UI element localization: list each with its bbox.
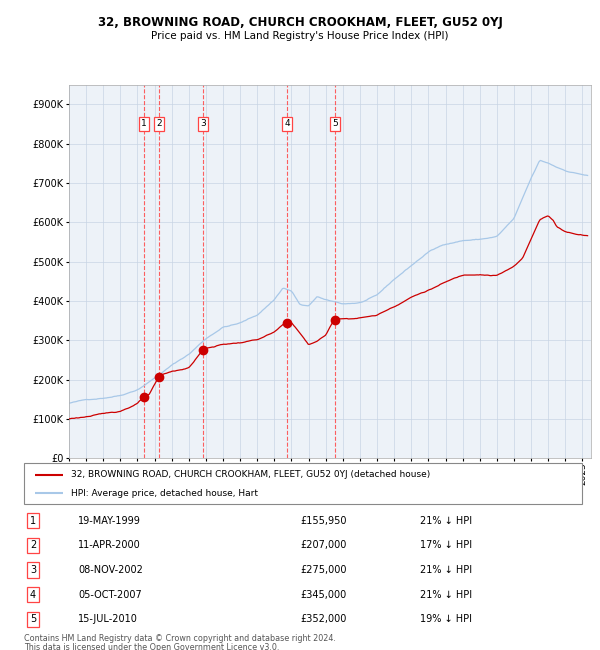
Text: £345,000: £345,000	[300, 590, 346, 600]
Text: 4: 4	[284, 120, 290, 128]
Text: 11-APR-2000: 11-APR-2000	[78, 540, 141, 551]
Text: £155,950: £155,950	[300, 515, 347, 526]
Text: £352,000: £352,000	[300, 614, 346, 625]
Text: 08-NOV-2002: 08-NOV-2002	[78, 565, 143, 575]
Text: 21% ↓ HPI: 21% ↓ HPI	[420, 515, 472, 526]
Text: Price paid vs. HM Land Registry's House Price Index (HPI): Price paid vs. HM Land Registry's House …	[151, 31, 449, 40]
FancyBboxPatch shape	[24, 463, 582, 504]
Text: 19% ↓ HPI: 19% ↓ HPI	[420, 614, 472, 625]
Text: 1: 1	[141, 120, 147, 128]
Text: 2: 2	[157, 120, 162, 128]
Text: 21% ↓ HPI: 21% ↓ HPI	[420, 565, 472, 575]
Text: 4: 4	[30, 590, 36, 600]
Text: 32, BROWNING ROAD, CHURCH CROOKHAM, FLEET, GU52 0YJ: 32, BROWNING ROAD, CHURCH CROOKHAM, FLEE…	[98, 16, 502, 29]
Text: 21% ↓ HPI: 21% ↓ HPI	[420, 590, 472, 600]
Text: £275,000: £275,000	[300, 565, 347, 575]
Text: 3: 3	[30, 565, 36, 575]
Text: 15-JUL-2010: 15-JUL-2010	[78, 614, 138, 625]
Text: 17% ↓ HPI: 17% ↓ HPI	[420, 540, 472, 551]
Text: 32, BROWNING ROAD, CHURCH CROOKHAM, FLEET, GU52 0YJ (detached house): 32, BROWNING ROAD, CHURCH CROOKHAM, FLEE…	[71, 470, 431, 479]
Text: 5: 5	[332, 120, 338, 128]
Text: 3: 3	[200, 120, 206, 128]
Text: 19-MAY-1999: 19-MAY-1999	[78, 515, 141, 526]
Text: 1: 1	[30, 515, 36, 526]
Text: Contains HM Land Registry data © Crown copyright and database right 2024.: Contains HM Land Registry data © Crown c…	[24, 634, 336, 643]
Text: 2: 2	[30, 540, 36, 551]
Text: 05-OCT-2007: 05-OCT-2007	[78, 590, 142, 600]
Text: 5: 5	[30, 614, 36, 625]
Text: This data is licensed under the Open Government Licence v3.0.: This data is licensed under the Open Gov…	[24, 644, 280, 650]
Text: £207,000: £207,000	[300, 540, 346, 551]
Text: HPI: Average price, detached house, Hart: HPI: Average price, detached house, Hart	[71, 489, 259, 498]
